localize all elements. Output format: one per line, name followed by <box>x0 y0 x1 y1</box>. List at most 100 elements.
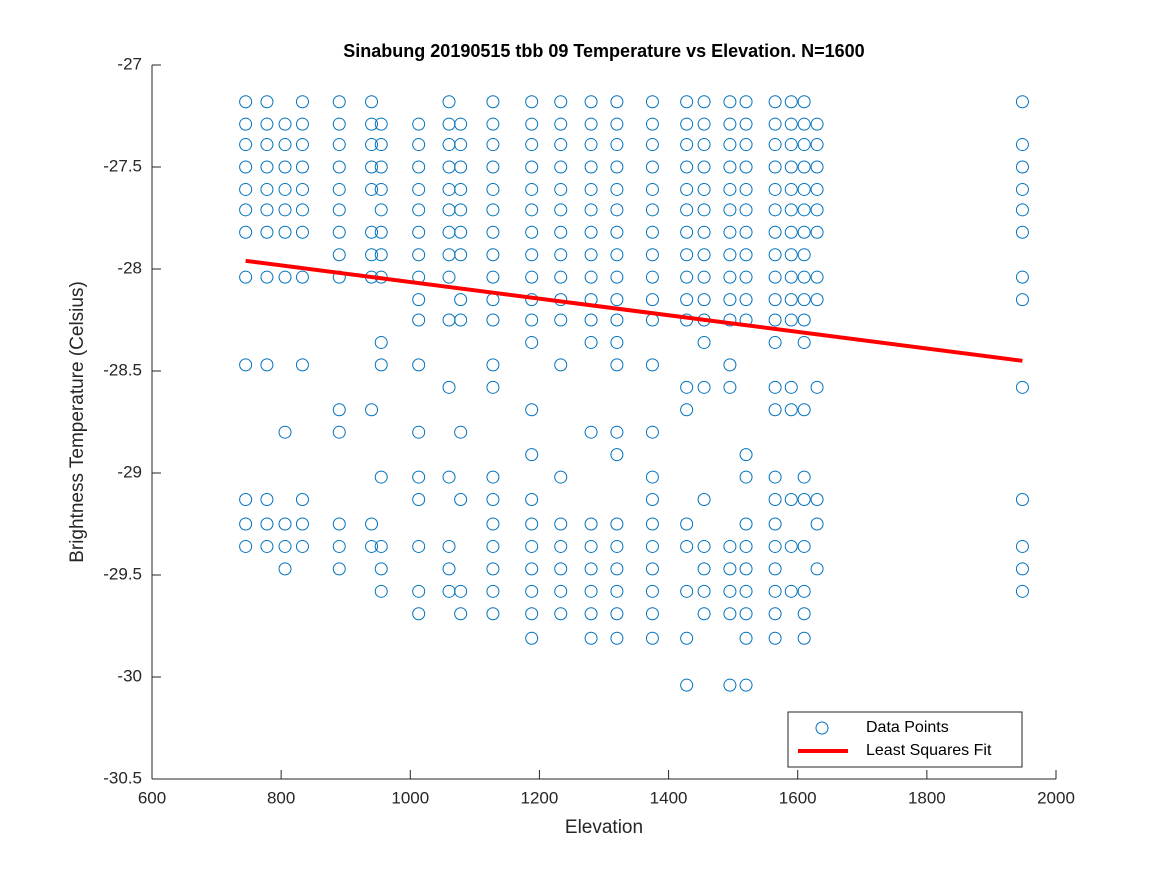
data-point <box>645 358 659 372</box>
data-point <box>784 380 798 394</box>
data-point <box>1015 270 1029 284</box>
y-tick-label: -27 <box>117 54 142 73</box>
data-point <box>412 584 426 598</box>
data-point <box>374 562 388 576</box>
data-point <box>525 313 539 327</box>
data-point <box>768 138 782 152</box>
data-point <box>486 358 500 372</box>
data-point <box>810 182 824 196</box>
data-point <box>486 607 500 621</box>
data-point <box>525 225 539 239</box>
data-point <box>768 380 782 394</box>
data-point <box>412 425 426 439</box>
data-point <box>610 138 624 152</box>
data-point <box>454 293 468 307</box>
data-point <box>584 117 598 131</box>
data-point <box>1015 225 1029 239</box>
data-point <box>797 539 811 553</box>
x-tick-label: 1400 <box>650 788 688 807</box>
data-point <box>680 517 694 531</box>
data-point <box>1015 539 1029 553</box>
chart-title: Sinabung 20190515 tbb 09 Temperature vs … <box>343 41 864 61</box>
data-point <box>554 562 568 576</box>
data-point <box>784 182 798 196</box>
data-point <box>374 203 388 217</box>
data-point <box>723 562 737 576</box>
data-point <box>486 160 500 174</box>
y-tick-label: -30 <box>117 666 142 685</box>
data-point <box>278 539 292 553</box>
data-point <box>610 248 624 262</box>
data-point <box>697 493 711 507</box>
data-point <box>645 182 659 196</box>
data-point <box>278 270 292 284</box>
data-point <box>365 403 379 417</box>
data-point <box>525 562 539 576</box>
data-point <box>810 270 824 284</box>
data-point <box>486 562 500 576</box>
data-point <box>295 182 309 196</box>
data-point <box>610 160 624 174</box>
data-point <box>554 607 568 621</box>
data-point <box>768 335 782 349</box>
data-point <box>278 517 292 531</box>
data-point <box>697 138 711 152</box>
x-tick-label: 1200 <box>521 788 559 807</box>
data-point <box>768 95 782 109</box>
data-point <box>584 425 598 439</box>
y-axis-label: Brightness Temperature (Celsius) <box>67 281 88 563</box>
data-point <box>723 607 737 621</box>
data-point <box>486 248 500 262</box>
data-point <box>260 517 274 531</box>
data-point <box>797 293 811 307</box>
data-point <box>525 160 539 174</box>
fit-line <box>245 258 1023 363</box>
data-point <box>412 470 426 484</box>
data-point <box>680 117 694 131</box>
data-point <box>784 403 798 417</box>
data-point <box>260 493 274 507</box>
data-point <box>260 138 274 152</box>
data-point <box>374 182 388 196</box>
data-point <box>239 225 253 239</box>
data-point <box>797 584 811 598</box>
data-point <box>260 225 274 239</box>
data-point <box>332 182 346 196</box>
data-point <box>768 584 782 598</box>
data-point <box>739 270 753 284</box>
data-point <box>554 95 568 109</box>
data-point <box>525 517 539 531</box>
data-point <box>723 539 737 553</box>
data-point <box>810 138 824 152</box>
data-point <box>295 95 309 109</box>
data-point <box>584 270 598 284</box>
data-point <box>454 117 468 131</box>
data-point <box>645 631 659 645</box>
data-point <box>486 313 500 327</box>
data-point <box>486 225 500 239</box>
data-point <box>365 138 379 152</box>
data-point <box>412 160 426 174</box>
data-point <box>680 225 694 239</box>
data-point <box>1015 138 1029 152</box>
data-point <box>486 584 500 598</box>
data-point <box>374 358 388 372</box>
data-point <box>412 182 426 196</box>
data-point <box>645 562 659 576</box>
data-point <box>797 493 811 507</box>
data-point <box>442 562 456 576</box>
data-point <box>295 270 309 284</box>
data-point <box>784 313 798 327</box>
data-point <box>784 270 798 284</box>
data-point <box>442 270 456 284</box>
data-point <box>1015 562 1029 576</box>
data-point <box>739 293 753 307</box>
data-point <box>723 248 737 262</box>
data-point <box>278 203 292 217</box>
data-point <box>723 678 737 692</box>
data-point <box>525 203 539 217</box>
data-point <box>295 203 309 217</box>
data-point <box>584 225 598 239</box>
data-point <box>810 293 824 307</box>
data-point <box>525 403 539 417</box>
